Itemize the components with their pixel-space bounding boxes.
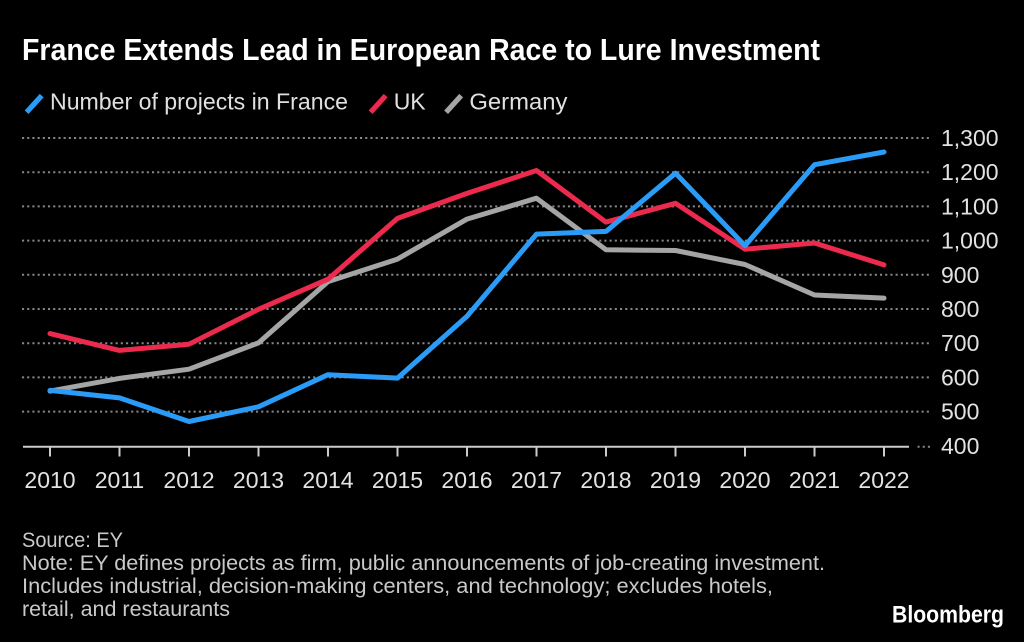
svg-text:600: 600 xyxy=(941,364,979,390)
svg-text:2020: 2020 xyxy=(719,467,770,493)
svg-text:France Extends Lead in Europea: France Extends Lead in European Race to … xyxy=(22,32,820,67)
svg-text:Number of projects in France: Number of projects in France xyxy=(50,89,348,115)
svg-text:500: 500 xyxy=(941,399,979,425)
svg-text:2015: 2015 xyxy=(372,467,423,493)
svg-text:2010: 2010 xyxy=(24,467,75,493)
svg-text:Source: EY: Source: EY xyxy=(22,529,123,552)
svg-text:2018: 2018 xyxy=(580,467,631,493)
svg-text:2022: 2022 xyxy=(858,467,909,493)
svg-text:2011: 2011 xyxy=(95,467,144,493)
svg-text:700: 700 xyxy=(941,330,979,356)
svg-text:1,200: 1,200 xyxy=(941,159,999,185)
svg-text:Note: EY defines projects as f: Note: EY defines projects as firm, publi… xyxy=(22,552,825,575)
svg-text:2017: 2017 xyxy=(511,467,562,493)
svg-text:Includes industrial, decision-: Includes industrial, decision-making cen… xyxy=(22,575,773,598)
svg-text:2013: 2013 xyxy=(233,467,284,493)
svg-text:1,300: 1,300 xyxy=(941,125,999,151)
svg-text:2014: 2014 xyxy=(302,467,353,493)
svg-text:1,100: 1,100 xyxy=(941,193,999,219)
svg-text:2021: 2021 xyxy=(789,467,840,493)
svg-text:1,000: 1,000 xyxy=(941,228,999,254)
svg-text:2012: 2012 xyxy=(163,467,214,493)
svg-text:UK: UK xyxy=(394,89,427,115)
svg-text:400: 400 xyxy=(941,433,979,459)
svg-text:900: 900 xyxy=(941,262,979,288)
svg-text:800: 800 xyxy=(941,296,979,322)
svg-text:2019: 2019 xyxy=(650,467,701,493)
svg-text:Germany: Germany xyxy=(469,89,568,115)
svg-text:Bloomberg: Bloomberg xyxy=(892,602,1004,629)
svg-text:retail, and restaurants: retail, and restaurants xyxy=(22,598,230,621)
svg-text:2016: 2016 xyxy=(441,467,492,493)
